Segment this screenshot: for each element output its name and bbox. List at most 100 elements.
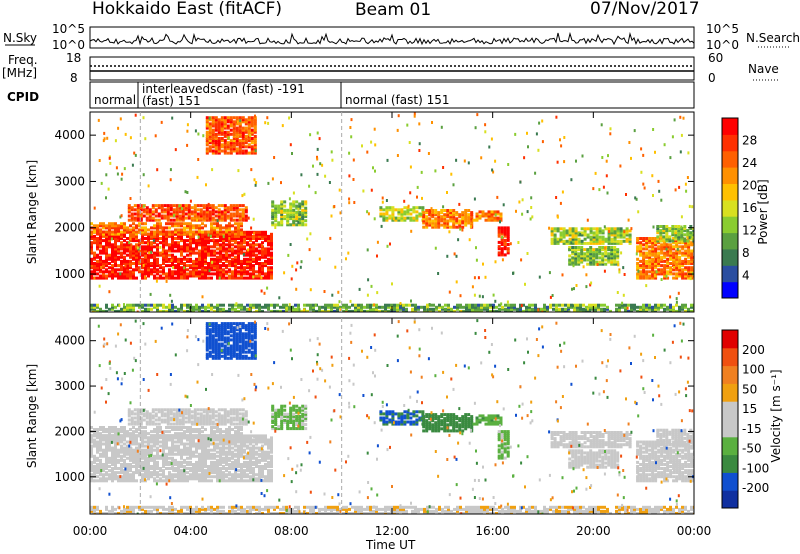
power-cell-6 <box>467 215 471 219</box>
power-cell-3 <box>298 217 302 221</box>
power-cell-0 <box>165 274 168 278</box>
power-cell-0 <box>144 262 147 265</box>
power-noise-dot <box>455 158 458 162</box>
power-cell-0 <box>138 253 141 257</box>
power-cell-4 <box>253 122 257 126</box>
power-cell-0 <box>135 266 138 270</box>
power-cell-11 <box>678 251 682 255</box>
power-cell-0 <box>117 257 120 261</box>
power-cell-0 <box>96 259 99 263</box>
power-cell-13 <box>375 307 378 311</box>
power-noise-dot <box>106 136 109 140</box>
power-cell-0 <box>99 243 102 247</box>
velocity-cell-0 <box>174 460 177 464</box>
power-cell-2 <box>208 206 212 210</box>
power-cell-0 <box>174 245 177 249</box>
power-noise-dot <box>300 260 303 264</box>
power-cell-2 <box>163 214 167 218</box>
power-cell-7 <box>496 218 500 222</box>
power-cell-11 <box>675 274 679 278</box>
power-cell-8 <box>503 253 507 257</box>
power-cell-13 <box>651 305 654 309</box>
power-cell-13 <box>495 305 498 309</box>
power-cell-13 <box>408 303 411 307</box>
power-cell-10 <box>616 256 620 260</box>
power-cell-0 <box>162 276 165 280</box>
velocity-cell-0 <box>162 456 165 460</box>
power-cell-6 <box>428 209 432 212</box>
power-cell-0 <box>138 262 141 265</box>
power-cell-13 <box>510 307 513 311</box>
power-cell-0 <box>138 257 141 261</box>
power-cell-2 <box>226 208 230 212</box>
power-cell-4 <box>214 141 218 145</box>
power-cell-1 <box>168 230 171 234</box>
velocity-cell-0 <box>156 475 159 479</box>
power-noise-dot <box>623 273 626 276</box>
power-noise-dot <box>556 215 559 219</box>
power-noise-dot <box>461 228 464 232</box>
velocity-data <box>90 322 694 514</box>
power-cell-2 <box>199 208 203 212</box>
power-cell-6 <box>431 219 435 223</box>
power-cell-13 <box>573 303 576 307</box>
power-cell-0 <box>120 234 123 238</box>
power-cell-4 <box>220 132 224 136</box>
power-cell-2 <box>193 206 197 210</box>
power-cell-0 <box>267 249 270 253</box>
power-cell-0 <box>240 247 243 251</box>
power-cell-9 <box>565 233 569 237</box>
power-cell-0 <box>261 272 264 276</box>
velocity-cell-0 <box>225 479 228 483</box>
power-cell-3 <box>292 202 296 206</box>
velocity-cell-0 <box>201 438 204 442</box>
power-cell-0 <box>258 234 261 238</box>
velocity-cell-0 <box>102 438 105 442</box>
power-cell-13 <box>579 305 582 309</box>
power-cell-0 <box>114 259 117 263</box>
power-cell-7 <box>499 214 503 218</box>
power-noise-dot <box>459 294 462 298</box>
power-cell-3 <box>286 212 290 216</box>
power-noise-dot <box>618 268 621 272</box>
power-cell-0 <box>123 276 126 280</box>
power-cell-9 <box>625 237 629 241</box>
power-cell-10 <box>607 260 611 264</box>
power-cell-3 <box>280 200 284 204</box>
power-cell-13 <box>654 303 657 307</box>
velocity-cell-0 <box>102 467 105 470</box>
power-cell-10 <box>616 250 620 254</box>
power-cell-2 <box>202 214 206 218</box>
power-cell-12 <box>671 229 675 233</box>
power-cell-3 <box>289 208 293 212</box>
power-cell-13 <box>471 307 474 311</box>
power-cell-11 <box>678 245 682 249</box>
power-cell-13 <box>417 307 420 311</box>
power-cell-8 <box>503 228 507 232</box>
power-cell-10 <box>616 252 620 256</box>
power-cell-0 <box>234 245 237 249</box>
power-cell-13 <box>543 309 546 312</box>
power-cell-12 <box>668 227 672 230</box>
power-cell-6 <box>443 213 447 217</box>
power-cell-4 <box>211 134 215 138</box>
velocity-cell-0 <box>186 460 189 464</box>
power-cell-2 <box>181 210 185 214</box>
power-cell-1 <box>114 226 117 230</box>
power-cell-0 <box>99 270 102 274</box>
power-cell-2 <box>223 216 227 220</box>
power-cell-2 <box>187 208 191 212</box>
power-cell-0 <box>150 247 153 251</box>
velocity-cell-0 <box>153 463 156 466</box>
power-noise-dot <box>316 172 319 176</box>
power-cell-11 <box>648 245 652 249</box>
power-noise-dot <box>448 290 451 294</box>
power-cell-4 <box>217 149 221 153</box>
power-cell-9 <box>574 231 578 235</box>
power-cell-13 <box>543 303 546 307</box>
power-cell-7 <box>487 214 491 218</box>
power-cell-11 <box>663 266 667 270</box>
power-cell-4 <box>217 132 221 136</box>
power-cell-11 <box>681 268 685 272</box>
power-cell-11 <box>654 243 658 247</box>
